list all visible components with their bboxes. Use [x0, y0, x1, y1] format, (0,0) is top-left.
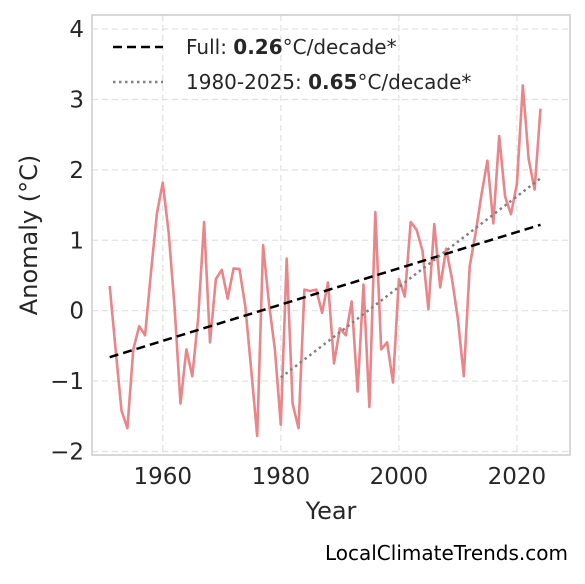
- credit-text: LocalClimateTrends.com: [325, 541, 568, 565]
- legend-full-suffix: °C/decade*: [283, 35, 397, 59]
- x-tick-label: 2020: [488, 464, 547, 490]
- full-trend-line: [109, 223, 541, 359]
- y-tick-label: −2: [50, 439, 84, 465]
- legend-recent-value: 0.65: [308, 70, 357, 94]
- x-tick-labels: 1960 1980 2000 2020: [134, 464, 547, 490]
- y-tick-label: 1: [69, 228, 84, 254]
- x-tick-label: 1960: [134, 464, 193, 490]
- y-tick-label: 2: [69, 158, 84, 184]
- recent-trend-line: [280, 177, 542, 379]
- legend-recent-trend-label: 1980-2025: 0.65°C/decade*: [186, 70, 471, 94]
- legend-full-value: 0.26: [233, 35, 282, 59]
- anomaly-series-line: [108, 84, 542, 438]
- grid-layer: [92, 15, 570, 455]
- legend-full-prefix: Full:: [186, 35, 233, 59]
- legend-recent-suffix: °C/decade*: [357, 70, 471, 94]
- legend: Full: 0.26°C/decade* 1980-2025: 0.65°C/d…: [113, 35, 471, 94]
- y-tick-label: 4: [69, 17, 84, 43]
- series-layer: [108, 84, 542, 438]
- y-tick-label: −1: [50, 369, 84, 395]
- y-tick-labels: 4 3 2 1 0 −1 −2: [50, 17, 84, 465]
- trend-layer: [109, 177, 542, 379]
- plot-frame: [91, 14, 571, 456]
- y-axis-title: Anomaly (°C): [15, 155, 43, 315]
- legend-recent-prefix: 1980-2025:: [186, 70, 308, 94]
- legend-full-trend-label: Full: 0.26°C/decade*: [186, 35, 397, 59]
- x-tick-label: 1980: [252, 464, 311, 490]
- y-tick-label: 0: [69, 299, 84, 325]
- x-tick-label: 2000: [370, 464, 429, 490]
- plot-background: [92, 15, 570, 455]
- x-axis-title: Year: [305, 497, 357, 525]
- y-tick-label: 3: [69, 87, 84, 113]
